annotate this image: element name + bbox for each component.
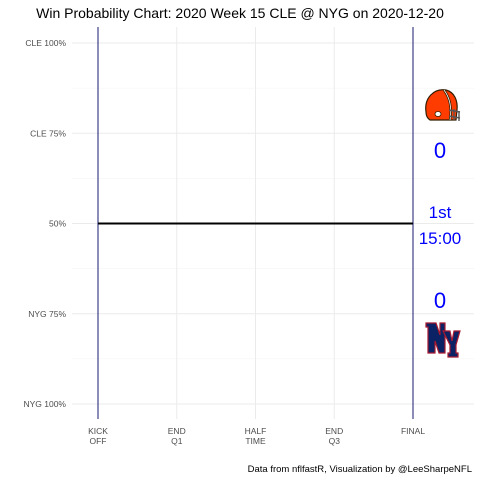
chart-title: Win Probability Chart: 2020 Week 15 CLE … (36, 5, 444, 21)
nyg-score: 0 (434, 288, 446, 313)
x-axis-labels: KICK OFF END Q1 HALF TIME END Q3 FINAL (88, 426, 425, 446)
y-axis-labels: CLE 100% CLE 75% 50% NYG 75% NYG 100% (23, 38, 66, 409)
giants-ny-logo-icon (425, 322, 461, 358)
y-tick-label: 50% (49, 219, 66, 229)
y-tick-label: NYG 100% (23, 399, 66, 409)
cle-score: 0 (434, 138, 446, 163)
x-tick-label: END Q3 (325, 426, 343, 446)
browns-helmet-icon (425, 89, 461, 121)
game-clock: 15:00 (419, 229, 462, 248)
y-tick-label: CLE 75% (30, 128, 66, 138)
x-tick-label: END Q1 (168, 426, 186, 446)
x-tick-label: FINAL (401, 426, 425, 436)
chart-caption: Data from nflfastR, Visualization by @Le… (247, 464, 472, 475)
y-tick-label: CLE 100% (25, 38, 66, 48)
quarter-label: 1st (429, 203, 452, 222)
x-tick-label: KICK OFF (88, 426, 108, 446)
y-tick-label: NYG 75% (28, 309, 66, 319)
x-tick-label: HALF TIME (245, 426, 267, 446)
